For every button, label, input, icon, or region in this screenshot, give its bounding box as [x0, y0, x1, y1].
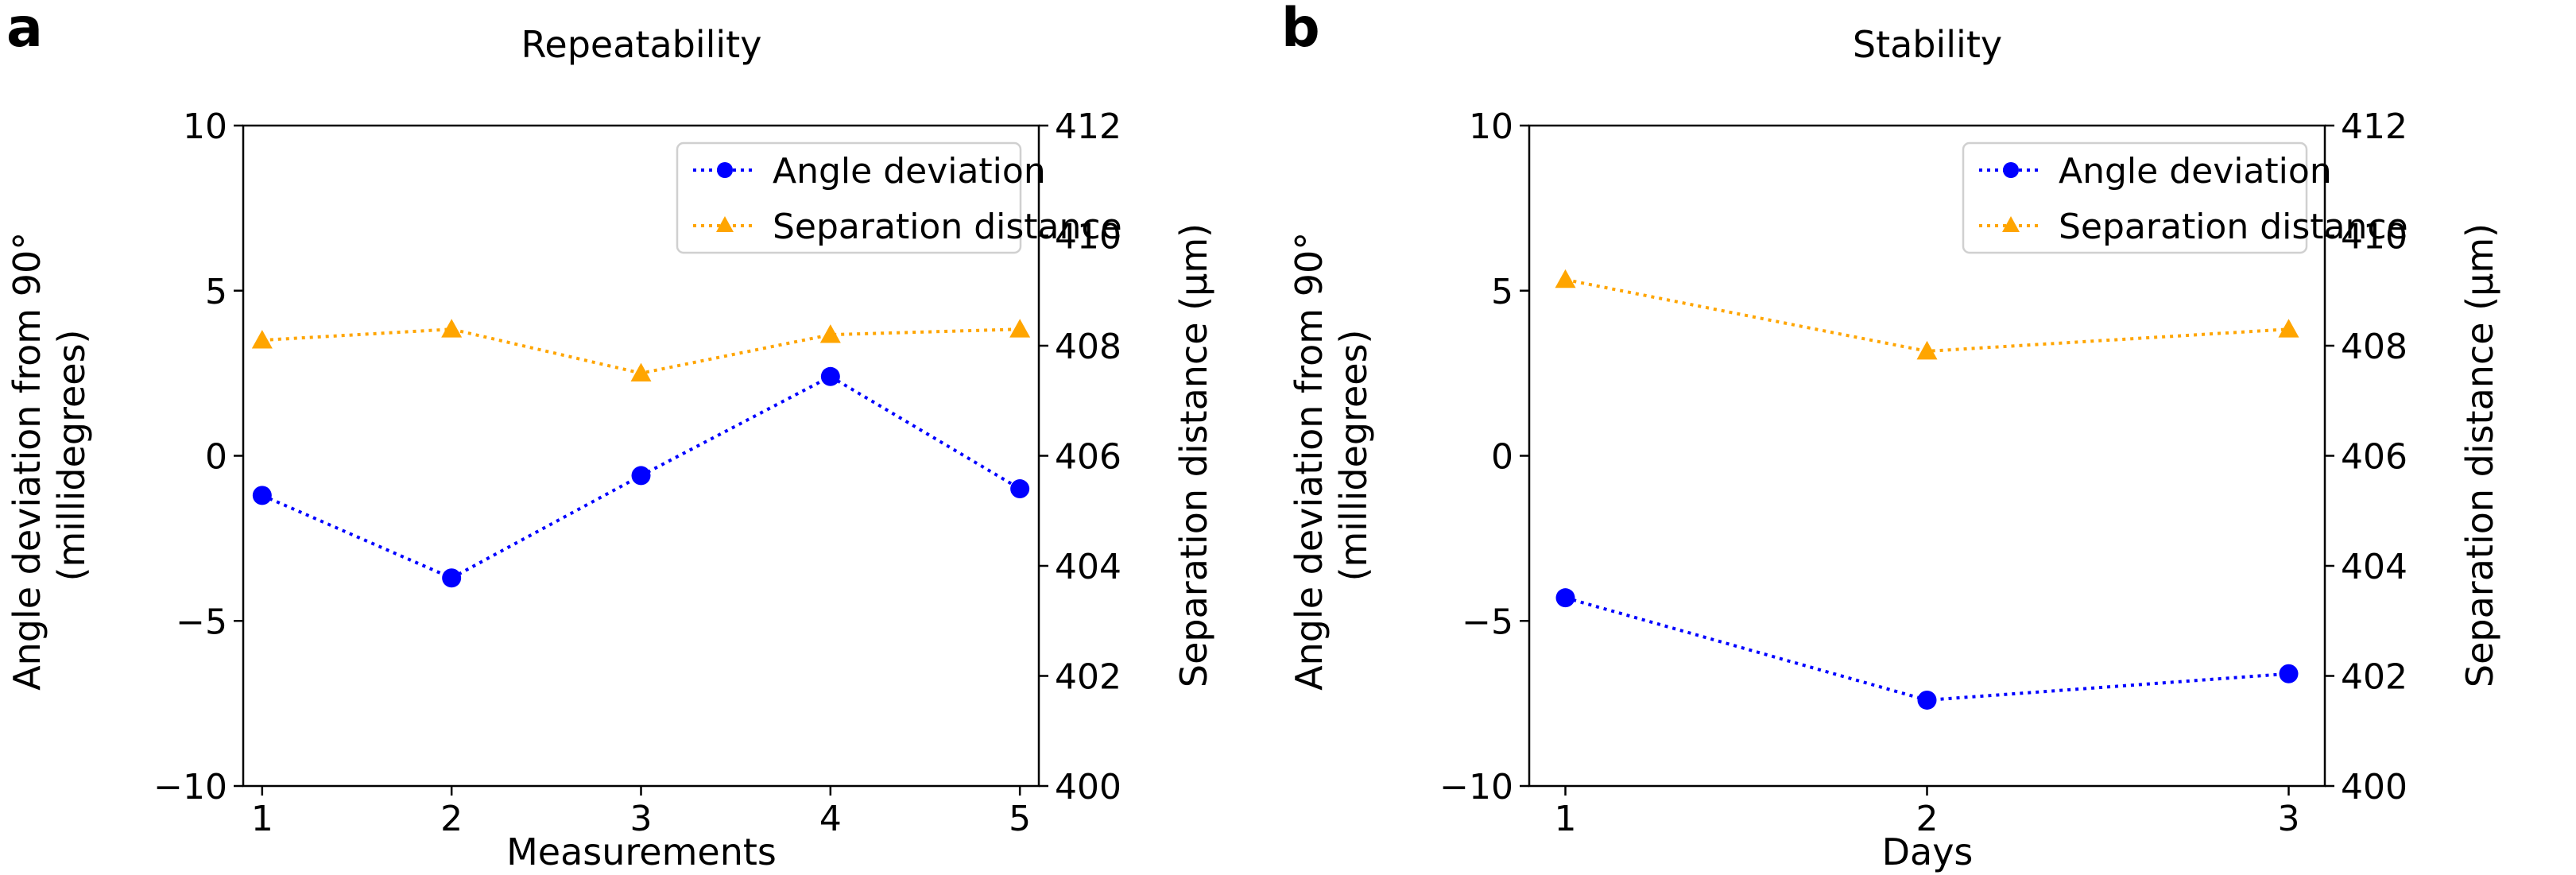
y-tick-label-left: 10 — [183, 106, 227, 147]
y-tick-label-left: 5 — [205, 272, 227, 312]
legend-marker-circle — [717, 162, 733, 178]
y-tick-label-left: 5 — [1491, 272, 1513, 312]
y-axis-label-right: Separation distance (µm) — [2458, 223, 2501, 687]
data-point-separation-distance — [2278, 319, 2299, 338]
y-tick-label-right: 406 — [1055, 437, 1121, 478]
data-point-angle-deviation — [2279, 664, 2299, 683]
y-tick-label-right: 400 — [1055, 767, 1121, 807]
chart-title: Stability — [1853, 23, 2002, 66]
series-line-angle-deviation — [1564, 596, 2289, 702]
panel-a: a Repeatability Angle deviation from 90°… — [6, 0, 1215, 873]
y-tick-label-right: 408 — [1055, 327, 1121, 367]
chart-title: Repeatability — [521, 23, 762, 66]
y-tick-label-right: 400 — [2341, 767, 2407, 807]
data-point-angle-deviation — [631, 466, 651, 486]
x-tick-label: 2 — [440, 799, 463, 839]
data-point-separation-distance — [441, 319, 463, 338]
data-point-separation-distance — [819, 324, 841, 343]
x-tick-label: 3 — [2278, 799, 2300, 839]
y-axis-label-right: Separation distance (µm) — [1172, 223, 1215, 687]
legend-marker-triangle — [716, 216, 734, 232]
y-tick-label-right: 406 — [2341, 437, 2407, 478]
y-tick-label-left: 0 — [1491, 437, 1513, 478]
y-tick-label-right: 408 — [2341, 327, 2407, 367]
y-tick-label-right: 412 — [2341, 106, 2407, 147]
data-point-angle-deviation — [1555, 588, 1575, 608]
legend-label-separation: Separation distance — [773, 207, 1122, 247]
panel-b: b Stability Angle deviation from 90° (mi… — [1281, 0, 2501, 873]
y-tick-label-left: −5 — [176, 602, 227, 642]
plot-area: 1 2 3 4 5 10 5 0 −5 −10 412 410 408 406 404 402 400 — [153, 106, 1121, 839]
legend-label-angle: Angle deviation — [2059, 151, 2332, 192]
data-point-separation-distance — [1555, 269, 1576, 288]
x-tick-label: 1 — [1555, 799, 1577, 839]
x-tick-label: 1 — [251, 799, 273, 839]
y-tick-label-right: 410 — [1055, 217, 1121, 257]
plot-area: 1 2 3 10 5 0 −5 −10 412 410 408 406 404 402 400 — [1439, 106, 2407, 839]
y-tick-label-left: 0 — [205, 437, 227, 478]
x-tick-label: 2 — [1916, 799, 1939, 839]
panel-letter-b: b — [1281, 0, 1320, 60]
y-tick-label-right: 412 — [1055, 106, 1121, 147]
legend-marker-triangle — [2002, 216, 2020, 232]
data-point-angle-deviation — [442, 568, 462, 588]
y-tick-label-right: 402 — [2341, 657, 2407, 698]
panel-letter-a: a — [6, 0, 43, 60]
data-point-separation-distance — [1916, 340, 1938, 360]
data-point-separation-distance — [1009, 319, 1031, 338]
y-axis-label-left-line-1: Angle deviation from 90° — [6, 232, 48, 691]
y-axis-label-left-line-1: Angle deviation from 90° — [1288, 232, 1331, 691]
data-point-separation-distance — [630, 362, 652, 382]
y-axis-label-left-line-2: (millidegrees) — [50, 330, 93, 582]
y-tick-label-right: 404 — [1055, 547, 1121, 587]
marks: 1 2 3 4 5 10 5 0 −5 −10 412 410 408 406 404 402 400 — [153, 106, 1121, 839]
data-point-separation-distance — [251, 330, 273, 349]
y-tick-label-right: 404 — [2341, 547, 2407, 587]
legend-label-angle: Angle deviation — [773, 151, 1046, 192]
legend-box — [1962, 141, 2308, 254]
y-tick-label-left: −5 — [1462, 602, 1513, 642]
x-tick-label: 5 — [1009, 799, 1031, 839]
data-point-angle-deviation — [252, 486, 272, 505]
legend-label-separation: Separation distance — [2059, 207, 2408, 247]
y-axis-label-left-line-2: (millidegrees) — [1332, 330, 1375, 582]
legend: Angle deviation Separation distance — [676, 141, 1122, 254]
legend: Angle deviation Separation distance — [1962, 141, 2408, 254]
y-tick-label-left: −10 — [153, 767, 227, 807]
y-tick-label-left: 10 — [1469, 106, 1513, 147]
data-point-angle-deviation — [820, 366, 840, 386]
x-tick-label: 3 — [630, 799, 653, 839]
data-point-angle-deviation — [1010, 479, 1030, 499]
y-axis-label-left: Angle deviation from 90° (millidegrees) — [1288, 220, 1375, 691]
x-axis-label: Days — [1882, 830, 1974, 873]
legend-box — [676, 141, 1022, 254]
y-tick-label-right: 410 — [2341, 217, 2407, 257]
x-axis-label: Measurements — [506, 830, 777, 873]
y-tick-label-left: −10 — [1439, 767, 1513, 807]
x-tick-label: 4 — [819, 799, 842, 839]
marks: 1 2 3 10 5 0 −5 −10 412 410 408 406 404 402 400 — [1439, 106, 2407, 839]
legend-marker-circle — [2003, 162, 2019, 178]
y-tick-label-right: 402 — [1055, 657, 1121, 698]
data-point-angle-deviation — [1917, 690, 1937, 710]
series-line-separation-distance — [1565, 277, 2289, 353]
y-axis-label-left: Angle deviation from 90° (millidegrees) — [6, 220, 93, 691]
